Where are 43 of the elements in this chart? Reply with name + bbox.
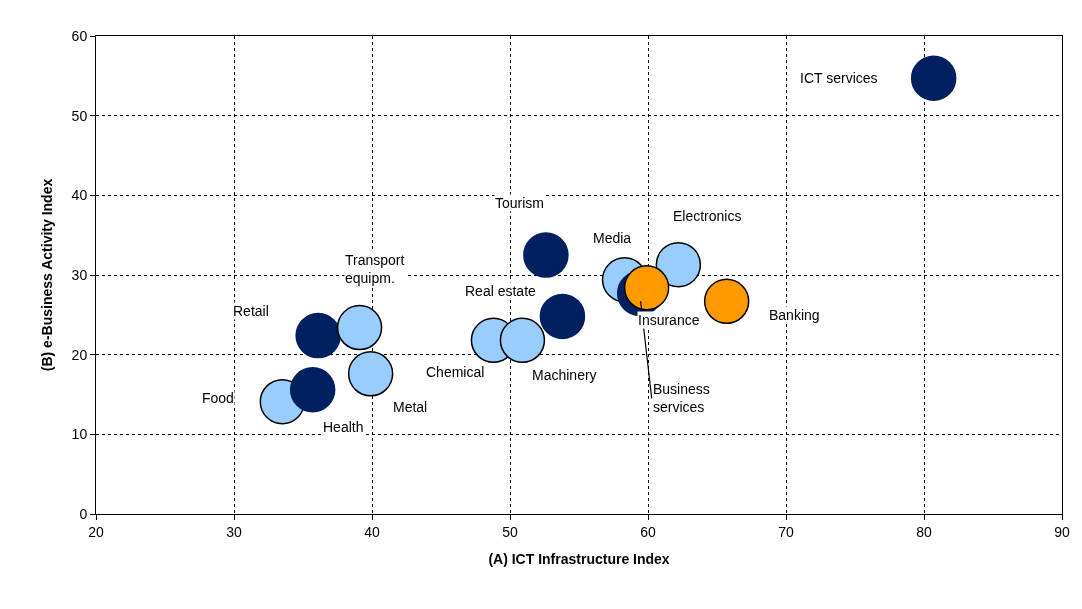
y-tick-label: 50 bbox=[71, 107, 88, 124]
x-tick-label: 70 bbox=[778, 523, 794, 540]
series-label: Insurance bbox=[638, 312, 700, 328]
x-tick-label: 20 bbox=[88, 523, 104, 540]
y-tick-label: 40 bbox=[71, 187, 88, 204]
series-label: Metal bbox=[393, 399, 428, 415]
x-tick-label: 30 bbox=[226, 523, 242, 540]
y-tick-label: 10 bbox=[71, 426, 88, 443]
series-label: Machinery bbox=[532, 367, 597, 383]
x-tick-label: 60 bbox=[640, 523, 656, 540]
point bbox=[289, 366, 336, 413]
x-tick-label: 90 bbox=[1054, 523, 1070, 540]
x-tick-label: 40 bbox=[364, 523, 380, 540]
series-label: Media bbox=[593, 230, 632, 246]
series-label: Banking bbox=[769, 307, 820, 323]
point bbox=[623, 265, 670, 311]
series-label: Chemical bbox=[426, 364, 485, 380]
y-tick-label: 30 bbox=[71, 266, 88, 283]
point bbox=[523, 232, 569, 278]
series-label: Health bbox=[323, 419, 364, 435]
point bbox=[347, 351, 394, 397]
point bbox=[910, 55, 957, 101]
x-axis-title: (A) ICT Infrastructure Index bbox=[488, 551, 670, 568]
series-label: Transport equipm. bbox=[345, 252, 405, 287]
text: Retail bbox=[233, 303, 269, 319]
x-tick-label: 50 bbox=[502, 523, 518, 540]
point bbox=[703, 278, 750, 325]
point bbox=[295, 312, 341, 359]
series-label: Tourism bbox=[495, 195, 545, 211]
y-tick-label: 60 bbox=[71, 27, 88, 44]
series-label: Real estate bbox=[465, 283, 537, 299]
point bbox=[336, 304, 383, 351]
x-tick-label: 80 bbox=[916, 523, 932, 540]
y-tick-label: 20 bbox=[71, 346, 88, 363]
series-label: Food bbox=[202, 390, 234, 406]
text: Business services bbox=[653, 381, 710, 416]
point bbox=[539, 293, 586, 340]
y-tick-label: 0 bbox=[79, 505, 88, 522]
point bbox=[655, 241, 702, 288]
point bbox=[499, 317, 546, 364]
series-label: Electronics bbox=[673, 208, 742, 224]
y-axis-title: (B) e-Business Activity Index bbox=[39, 178, 56, 372]
text: ICT services bbox=[800, 70, 878, 86]
